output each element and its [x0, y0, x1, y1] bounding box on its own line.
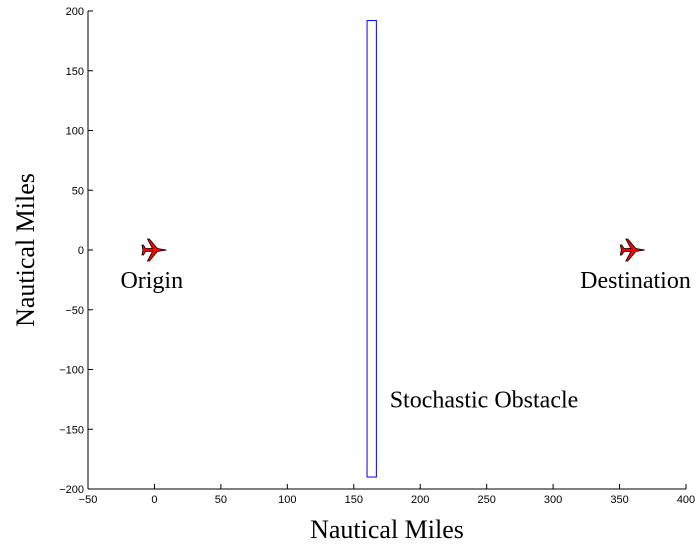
x-tick-label: 300 — [544, 494, 562, 506]
x-tick-label: 400 — [677, 494, 695, 506]
annotation-label: Stochastic Obstacle — [390, 388, 579, 414]
airplane-icon — [619, 238, 645, 262]
y-tick-label: 0 — [78, 245, 84, 257]
y-axis-label: Nautical Miles — [11, 173, 40, 327]
x-tick-label: 350 — [610, 494, 628, 506]
x-tick-label: 0 — [151, 494, 157, 506]
y-tick-label: 50 — [72, 185, 84, 197]
x-tick-label: −50 — [79, 494, 98, 506]
axes — [87, 11, 686, 490]
y-tick-label: 100 — [66, 126, 84, 138]
y-tick-label: −200 — [59, 484, 84, 496]
annotation-label: Destination — [580, 268, 691, 294]
ticks: −50 0 50 100 150 200 250 300 350 400 −200 −150 −100 −… — [59, 6, 695, 506]
y-tick-label: −50 — [65, 305, 84, 317]
y-tick-label: 150 — [66, 66, 84, 78]
x-tick-label: 100 — [278, 494, 296, 506]
x-axis-label: Nautical Miles — [310, 515, 464, 544]
labels: Nautical Miles Nautical Miles — [11, 173, 464, 544]
marks: Origin Destination Stochastic Obstacle — [120, 20, 691, 478]
destination-marker — [619, 238, 645, 262]
obstacle-rect — [366, 20, 377, 478]
x-tick-label: 200 — [411, 494, 429, 506]
x-tick-label: 250 — [477, 494, 495, 506]
x-tick-label: 150 — [345, 494, 363, 506]
y-tick-label: −100 — [59, 365, 84, 377]
x-tick-label: 50 — [215, 494, 227, 506]
annotation-label: Origin — [120, 268, 183, 294]
airplane-icon — [141, 238, 167, 262]
origin-marker — [141, 238, 167, 262]
y-tick-label: −150 — [59, 424, 84, 436]
y-tick-label: 200 — [66, 6, 84, 18]
